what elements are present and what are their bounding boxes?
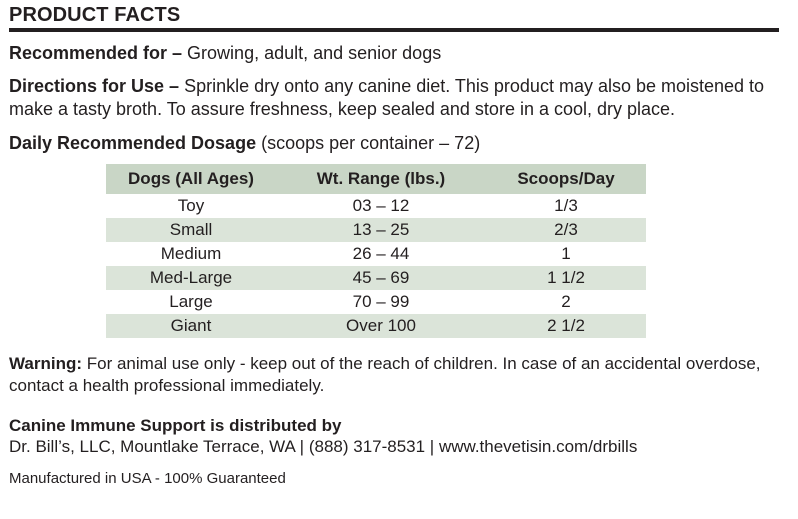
dosage-note: (scoops per container – 72) <box>256 133 481 153</box>
scoops-cell: 1 1/2 <box>486 266 646 290</box>
warning-label: Warning: <box>9 354 83 373</box>
scoops-cell: 2 1/2 <box>486 314 646 338</box>
scoops-cell: 2/3 <box>486 218 646 242</box>
weight-range-cell: Over 100 <box>276 314 486 338</box>
recommended-for: Recommended for – Growing, adult, and se… <box>9 42 779 65</box>
dosage-heading: Daily Recommended Dosage (scoops per con… <box>9 132 779 155</box>
column-header-dogs: Dogs (All Ages) <box>106 164 276 194</box>
weight-range-cell: 26 – 44 <box>352 244 410 263</box>
distributor-title: Canine Immune Support is distributed by <box>9 416 342 435</box>
scoops-cell: 1/3 <box>554 196 578 215</box>
warning: Warning: For animal use only - keep out … <box>9 353 779 397</box>
dog-size-cell: Medium <box>160 244 222 263</box>
recommended-label: Recommended for – <box>9 43 183 63</box>
product-facts-panel: PRODUCT FACTS Recommended for – Growing,… <box>9 0 779 489</box>
warning-text: For animal use only - keep out of the re… <box>9 354 761 395</box>
column-header-weight: Wt. Range (lbs.) <box>276 164 486 194</box>
weight-range-cell: 03 – 12 <box>352 196 410 215</box>
column-header-scoops: Scoops/Day <box>486 164 646 194</box>
dosage-table-header: Dogs (All Ages) Wt. Range (lbs.) Scoops/… <box>106 164 646 194</box>
table-row: Large 70 – 99 2 <box>106 290 646 314</box>
scoops-cell: 1 <box>561 244 571 263</box>
distributor-line: Dr. Bill’s, LLC, Mountlake Terrace, WA |… <box>9 437 638 456</box>
directions-label: Directions for Use – <box>9 76 180 96</box>
scoops-cell: 2 <box>561 292 571 311</box>
dog-size-cell: Small <box>106 218 276 242</box>
weight-range-cell: 13 – 25 <box>276 218 486 242</box>
dosage-label: Daily Recommended Dosage <box>9 133 257 153</box>
manufactured-note: Manufactured in USA - 100% Guaranteed <box>9 470 286 487</box>
weight-range-cell: 70 – 99 <box>352 292 410 311</box>
dog-size-cell: Toy <box>177 196 205 215</box>
table-row: Med-Large 45 – 69 1 1/2 <box>106 266 646 290</box>
dog-size-cell: Med-Large <box>106 266 276 290</box>
page-title: PRODUCT FACTS <box>9 4 181 26</box>
directions-for-use: Directions for Use – Sprinkle dry onto a… <box>9 75 779 121</box>
weight-range-cell: 45 – 69 <box>276 266 486 290</box>
table-row: Giant Over 100 2 1/2 <box>106 314 646 338</box>
table-row: Toy 03 – 12 1/3 <box>106 194 646 218</box>
recommended-text: Growing, adult, and senior dogs <box>182 43 442 63</box>
table-row: Medium 26 – 44 1 <box>106 242 646 266</box>
heading-divider <box>9 28 779 32</box>
table-row: Small 13 – 25 2/3 <box>106 218 646 242</box>
dosage-table: Dogs (All Ages) Wt. Range (lbs.) Scoops/… <box>106 164 646 338</box>
dog-size-cell: Giant <box>106 314 276 338</box>
distributor-info: Canine Immune Support is distributed by … <box>9 415 779 457</box>
directions-text: Sprinkle dry onto any canine diet. This … <box>9 76 765 119</box>
dog-size-cell: Large <box>169 292 213 311</box>
